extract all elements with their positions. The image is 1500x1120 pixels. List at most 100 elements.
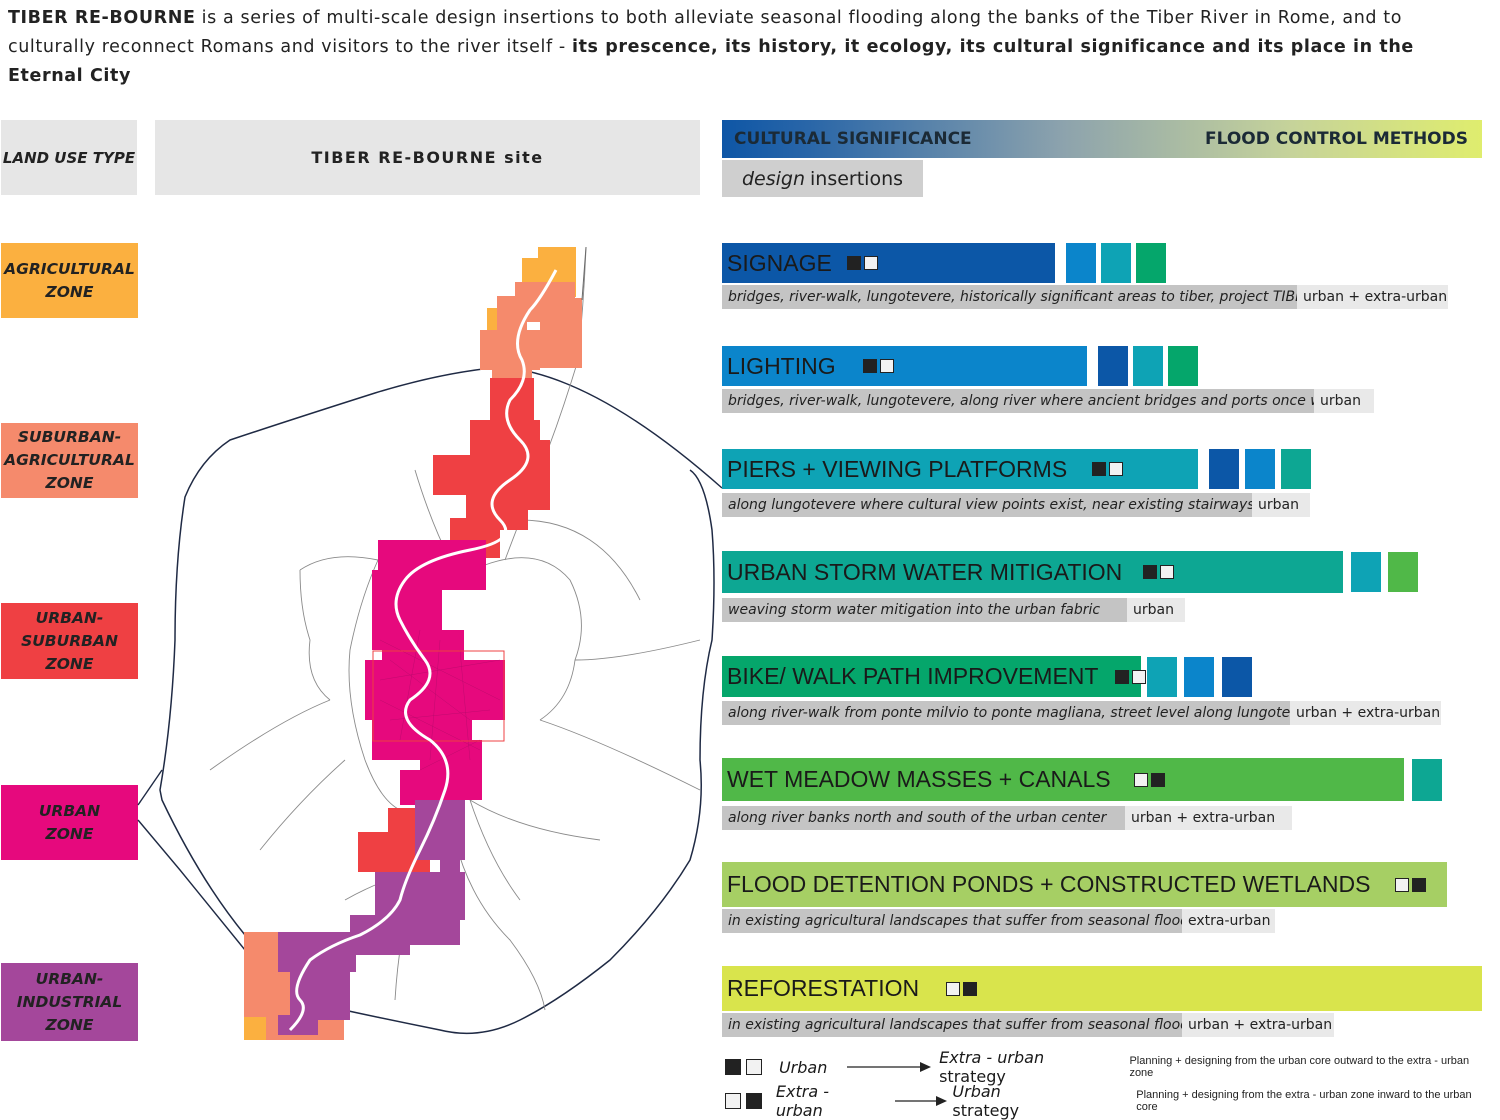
urban-square-icon <box>963 981 978 996</box>
extra-urban-square-icon <box>1109 462 1124 476</box>
arrow-right-icon <box>847 1062 932 1072</box>
direction-squares <box>1392 877 1427 892</box>
method-chip <box>1184 657 1214 697</box>
extra-urban-square-icon <box>725 1093 741 1109</box>
strategy-scale: urban <box>1127 598 1185 622</box>
intro-lead: TIBER RE-BOURNE <box>8 8 196 28</box>
direction-squares <box>1131 772 1165 787</box>
legend-extra-urban-to-urban: Extra - urban Urban strategy Planning + … <box>725 1082 1495 1120</box>
direction-squares <box>860 359 894 373</box>
urban-square-icon <box>1412 877 1427 892</box>
zone-label: URBAN- INDUSTRIAL ZONE <box>16 969 123 1034</box>
connector-lines <box>137 367 723 951</box>
strategy-description: bridges, river-walk, lungotevere, along … <box>722 389 1345 413</box>
strategy-reforestation: REFORESTATION <box>722 966 1482 1011</box>
legend-urban-to-extra-urban: Urban Extra - urban strategy Planning + … <box>725 1048 1495 1086</box>
land-use-header-label: LAND USE TYPE <box>2 148 136 167</box>
direction-squares <box>943 981 978 996</box>
urban-square-icon <box>846 256 861 270</box>
strategy-description: weaving storm water mitigation into the … <box>722 598 1127 622</box>
strategy-scale: urban <box>1252 493 1310 517</box>
strategy-title: URBAN STORM WATER MITIGATION <box>727 558 1123 585</box>
strategy-urban-storm-water-mitigation: URBAN STORM WATER MITIGATION <box>722 551 1343 593</box>
legend-to-italic: Urban <box>952 1082 1001 1101</box>
zone-urban: URBAN ZONE <box>1 785 138 860</box>
extra-urban-square-icon <box>946 981 961 996</box>
strategy-flood-detention-ponds: FLOOD DETENTION PONDS + CONSTRUCTED WETL… <box>722 862 1447 907</box>
legend-from: Extra - urban <box>775 1082 829 1120</box>
zone-label: URBAN- SUBURBAN ZONE <box>21 608 118 673</box>
zone-label: SUBURBAN- AGRICULTURAL ZONE <box>4 428 135 492</box>
design-word: design <box>741 167 805 190</box>
strategy-title: BIKE/ WALK PATH IMPROVEMENT <box>727 663 1099 689</box>
legend-to-rest: strategy <box>939 1067 1006 1086</box>
extra-urban-square-icon <box>863 256 878 270</box>
method-chip <box>1209 449 1239 489</box>
strategy-scale: urban + extra-urban <box>1125 806 1292 830</box>
method-chip <box>1222 657 1252 697</box>
urban-square-icon <box>1143 565 1158 579</box>
legend-to-italic: Extra - urban <box>939 1048 1045 1067</box>
extra-urban-square-icon <box>879 359 894 373</box>
strategy-signage: SIGNAGE <box>722 243 1055 283</box>
direction-squares <box>1112 669 1147 684</box>
method-chip <box>1066 243 1096 283</box>
direction-squares <box>1140 565 1175 579</box>
method-chip <box>1351 552 1381 592</box>
arrow-right-icon <box>894 1096 947 1106</box>
legend-note: Planning + designing from the extra - ur… <box>1136 1089 1472 1113</box>
urban-street-grid <box>379 629 501 771</box>
urban-square-icon <box>1115 669 1130 684</box>
strategy-description: in existing agricultural landscapes that… <box>722 1013 1211 1037</box>
design-insertions-header: design insertions <box>722 160 923 197</box>
zone-agricultural: AGRICULTURAL ZONE <box>1 243 138 318</box>
strategy-title: WET MEADOW MASSES + CANALS <box>727 766 1111 792</box>
tiber-river <box>288 269 558 1032</box>
strategy-title: FLOOD DETENTION PONDS + CONSTRUCTED WETL… <box>727 871 1371 897</box>
strategy-scale: urban <box>1314 389 1374 413</box>
extra-urban-square-icon <box>1132 669 1147 684</box>
site-header-label: TIBER RE-BOURNE site <box>311 148 544 167</box>
cultural-significance-label: CULTURAL SIGNIFICANCE <box>734 129 972 149</box>
urban-industrial-zone-blocks <box>278 800 465 1035</box>
insertions-word: insertions <box>810 167 904 190</box>
strategy-scale: urban + extra-urban <box>1297 285 1448 309</box>
method-chip <box>1388 552 1418 592</box>
intro-body: is a series of multi-scale design insert… <box>8 8 1403 57</box>
method-chip <box>1101 243 1131 283</box>
strategy-description: along river banks north and south of the… <box>722 806 1125 830</box>
site-boundary-line <box>581 246 587 301</box>
method-chip <box>1098 346 1128 386</box>
strategy-scale: extra-urban <box>1182 909 1275 933</box>
zone-label: URBAN ZONE <box>38 801 101 843</box>
strategy-description: in existing agricultural landscapes that… <box>722 909 1211 933</box>
method-chip <box>1133 346 1163 386</box>
method-chip <box>1412 759 1442 801</box>
strategy-piers-viewing-platforms: PIERS + VIEWING PLATFORMS <box>722 449 1198 489</box>
extra-urban-square-icon <box>745 1059 762 1075</box>
method-chip <box>1147 657 1177 697</box>
urban-square-icon <box>725 1059 741 1075</box>
zone-urban-industrial: URBAN- INDUSTRIAL ZONE <box>1 963 138 1041</box>
ring-road <box>159 365 715 1035</box>
strategy-description: bridges, river-walk, lungotevere, histor… <box>722 285 1334 309</box>
land-use-header: LAND USE TYPE <box>1 120 137 195</box>
historic-center-frame <box>372 650 505 742</box>
strategy-wet-meadow-masses-canals: WET MEADOW MASSES + CANALS <box>722 758 1404 801</box>
legend-note: Planning + designing from the urban core… <box>1129 1055 1470 1079</box>
direction-squares <box>1089 462 1124 476</box>
method-chip <box>1136 243 1166 283</box>
zone-urban-suburban: URBAN- SUBURBAN ZONE <box>1 603 138 679</box>
zone-label: AGRICULTURAL ZONE <box>4 259 135 301</box>
significance-gradient-bar: CULTURAL SIGNIFICANCE FLOOD CONTROL METH… <box>722 120 1482 158</box>
strategy-title: PIERS + VIEWING PLATFORMS <box>727 455 1068 482</box>
extra-urban-square-icon <box>1133 772 1148 787</box>
strategy-scale: urban + extra-urban <box>1290 701 1441 725</box>
legend-from: Urban <box>778 1057 828 1077</box>
site-header: TIBER RE-BOURNE site <box>155 120 700 195</box>
extra-urban-square-icon <box>1160 565 1175 579</box>
flood-control-label: FLOOD CONTROL METHODS <box>1205 129 1468 149</box>
urban-square-icon <box>1092 462 1107 476</box>
strategy-lighting: LIGHTING <box>722 346 1087 386</box>
